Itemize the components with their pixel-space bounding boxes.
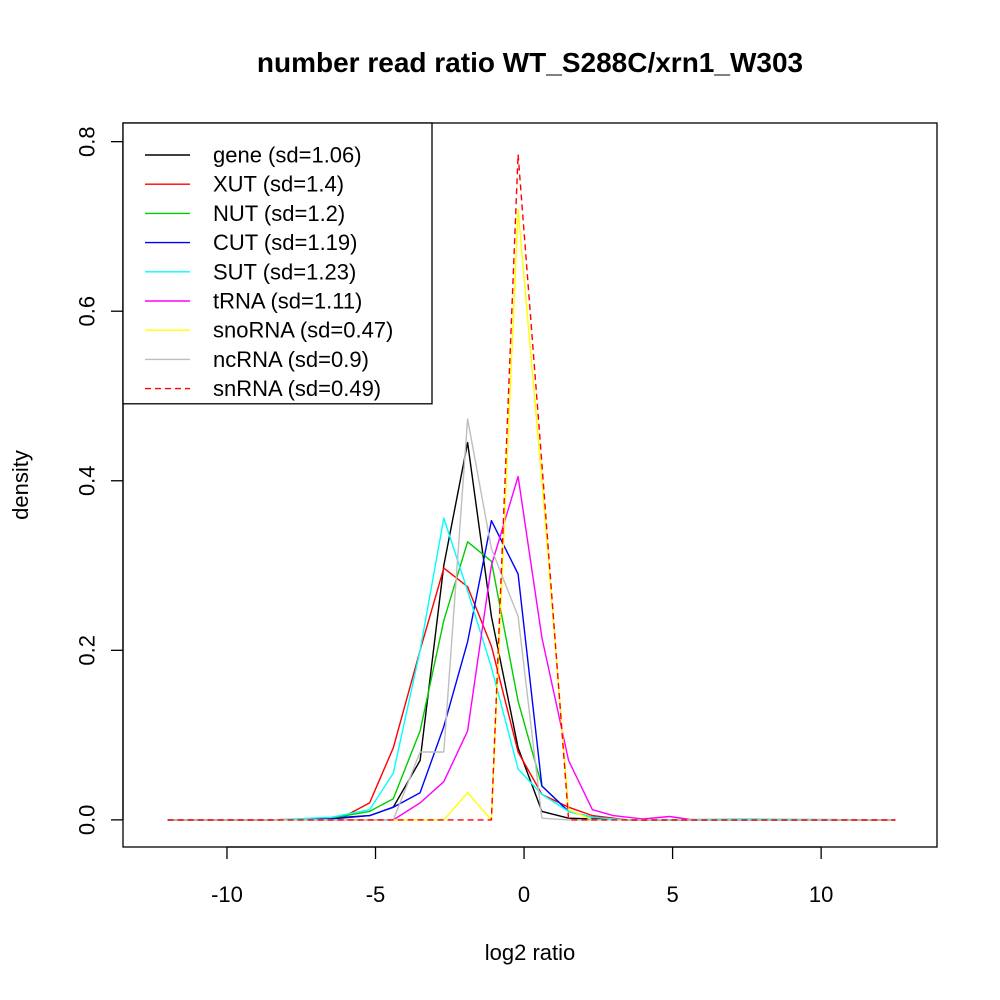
x-tick-label: 10 bbox=[809, 882, 833, 907]
y-tick-label: 0.0 bbox=[75, 805, 100, 836]
series-line bbox=[167, 475, 896, 821]
y-tick-label: 0.6 bbox=[75, 296, 100, 327]
y-tick-label: 0.2 bbox=[75, 635, 100, 666]
legend-label: snRNA (sd=0.49) bbox=[213, 376, 381, 401]
chart-title: number read ratio WT_S288C/xrn1_W303 bbox=[257, 47, 803, 78]
y-axis-label: density bbox=[8, 450, 33, 520]
series-line bbox=[167, 441, 896, 821]
series-line bbox=[167, 208, 896, 821]
series-lines bbox=[167, 153, 896, 821]
legend-label: snoRNA (sd=0.47) bbox=[213, 318, 393, 343]
x-tick-label: -5 bbox=[366, 882, 386, 907]
legend-label: gene (sd=1.06) bbox=[213, 143, 362, 168]
legend-box bbox=[122, 122, 433, 405]
legend: gene (sd=1.06) XUT (sd=1.4) NUT (sd=1.2) CU… bbox=[122, 122, 433, 405]
series-line bbox=[167, 418, 896, 821]
legend-label: XUT (sd=1.4) bbox=[213, 172, 344, 197]
legend-label: CUT (sd=1.19) bbox=[213, 230, 357, 255]
y-tick-label: 0.4 bbox=[75, 465, 100, 496]
series-line bbox=[167, 517, 896, 821]
legend-label: SUT (sd=1.23) bbox=[213, 259, 356, 284]
legend-label: NUT (sd=1.2) bbox=[213, 201, 345, 226]
x-axis-label: log2 ratio bbox=[485, 940, 576, 965]
series-line bbox=[167, 541, 896, 821]
series-line bbox=[167, 153, 896, 821]
legend-label: tRNA (sd=1.11) bbox=[213, 289, 362, 314]
legend-label: ncRNA (sd=0.9) bbox=[213, 347, 369, 372]
plot-frame bbox=[122, 122, 938, 848]
x-tick-label: 5 bbox=[666, 882, 678, 907]
x-tick-label: -10 bbox=[211, 882, 243, 907]
x-tick-label: 0 bbox=[518, 882, 530, 907]
y-tick-label: 0.8 bbox=[75, 126, 100, 157]
